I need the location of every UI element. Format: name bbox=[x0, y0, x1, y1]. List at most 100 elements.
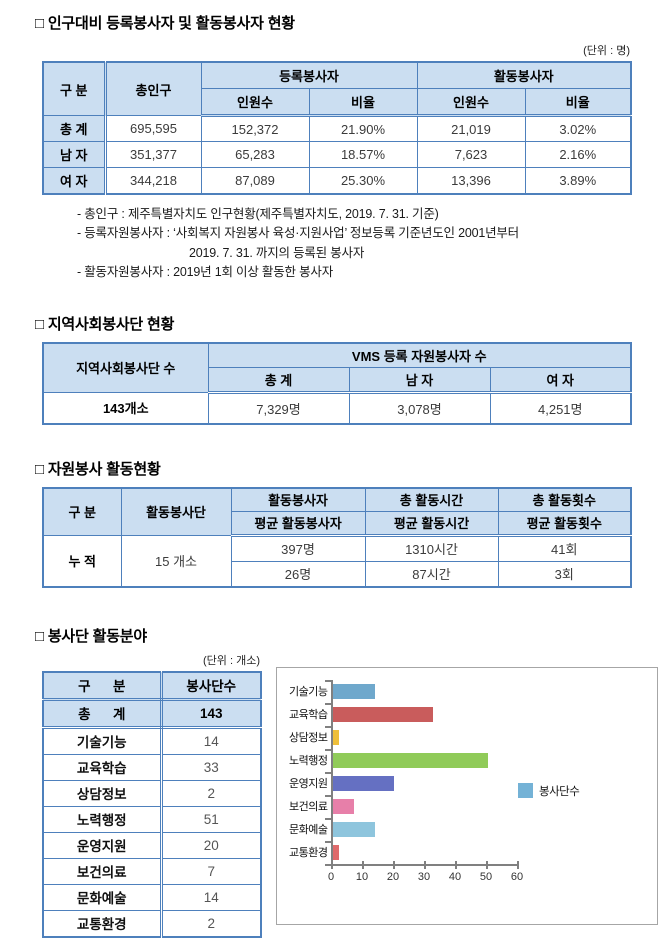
volunteer-field-bar-chart: 기술기능 교육학습 상담정보 노력행정 운영지원 bbox=[276, 666, 658, 925]
table-row: 운영지원 20 bbox=[42, 831, 262, 859]
section3-title: □ 자원봉사 활동현황 bbox=[35, 460, 161, 478]
category-label: 노력행정 bbox=[289, 755, 328, 767]
footnotes: - 총인구 : 제주특별자치도 인구현황(제주특별자치도, 2019. 7. 3… bbox=[77, 205, 630, 283]
row-label: 교통환경 bbox=[42, 909, 163, 937]
table-cell: 13,396 bbox=[416, 167, 526, 195]
chart-row: 교육학습 bbox=[289, 702, 515, 726]
row-label: 남 자 bbox=[42, 141, 107, 168]
note-line: 2019. 7. 31. 까지의 등록된 봉사자 bbox=[189, 245, 365, 260]
table-cell: 143 bbox=[160, 698, 262, 729]
legend-swatch bbox=[518, 783, 533, 798]
x-tick-label: 0 bbox=[327, 870, 335, 883]
chart-row: 운영지원 bbox=[289, 771, 515, 795]
column-header: 남 자 bbox=[348, 366, 491, 394]
chart-row: 기술기능 bbox=[289, 679, 515, 703]
column-group-header: 등록봉사자 bbox=[200, 61, 418, 89]
table-cell: 2.16% bbox=[524, 141, 632, 168]
table-row: 누 적 15 개소 397명 1310시간 41회 bbox=[42, 534, 632, 587]
bar bbox=[333, 821, 376, 837]
table-cell: 21.90% bbox=[308, 115, 418, 142]
chart-row: 보건의료 bbox=[289, 794, 515, 818]
category-label: 교육학습 bbox=[289, 709, 328, 721]
column-header: 여 자 bbox=[489, 366, 632, 394]
bar bbox=[333, 844, 340, 860]
chart-row: 교통환경 bbox=[289, 840, 515, 864]
table-cell: 4,251명 bbox=[489, 391, 632, 424]
table-cell: 1310시간 bbox=[364, 534, 499, 562]
table-cell: 15 개소 bbox=[120, 534, 232, 587]
section4-content: (단위 : 개소) 구 분 봉사단수 총 계 143 기술기능 14 교 bbox=[35, 646, 658, 938]
chart-row: 문화예술 bbox=[289, 817, 515, 841]
column-header: 인원수 bbox=[200, 88, 310, 117]
table-cell: 7,329명 bbox=[207, 391, 350, 424]
column-header: 봉사단수 bbox=[160, 671, 262, 701]
table-row: 총 계 695,595 152,372 21.90% 21,019 3.02% bbox=[42, 115, 632, 142]
table-row: 문화예술 14 bbox=[42, 883, 262, 911]
column-header: 지역사회봉사단 수 bbox=[42, 342, 209, 393]
bar bbox=[333, 775, 394, 791]
row-label: 노력행정 bbox=[42, 805, 163, 833]
x-tick-label: 20 bbox=[386, 870, 400, 883]
x-tick-label: 30 bbox=[417, 870, 431, 883]
column-header: 총 활동시간 bbox=[364, 487, 499, 512]
category-label: 운영지원 bbox=[289, 778, 328, 790]
table-cell: 14 bbox=[160, 726, 262, 755]
table-row: 여 자 344,218 87,089 25.30% 13,396 3.89% bbox=[42, 167, 632, 195]
column-header: 평균 활동시간 bbox=[364, 510, 499, 537]
table-cell: 14 bbox=[160, 883, 262, 911]
table-row: 교통환경 2 bbox=[42, 909, 262, 937]
section4-unit-label: (단위 : 개소) bbox=[203, 654, 260, 667]
bar bbox=[333, 706, 434, 722]
column-header: 총인구 bbox=[104, 61, 202, 116]
community-corps-table: 지역사회봉사단 수 VMS 등록 자원봉사자 수 총 계 남 자 여 자 143… bbox=[42, 341, 632, 425]
row-label: 여 자 bbox=[42, 167, 107, 195]
row-label: 기술기능 bbox=[42, 726, 163, 755]
bar bbox=[333, 729, 340, 745]
column-header: 비율 bbox=[308, 88, 418, 117]
table-cell: 143개소 bbox=[42, 391, 209, 424]
section4-title: □ 봉사단 활동분야 bbox=[35, 627, 147, 645]
note-line: - 활동자원봉사자 : 2019년 1회 이상 활동한 봉사자 bbox=[77, 265, 334, 280]
population-volunteer-table: 구 분 총인구 등록봉사자 활동봉사자 인원수 비율 인원수 비율 총 계 69… bbox=[42, 61, 632, 195]
category-label: 교통환경 bbox=[289, 847, 328, 859]
row-label: 교육학습 bbox=[42, 753, 163, 781]
table-cell: 344,218 bbox=[104, 167, 202, 195]
chart-row: 상담정보 bbox=[289, 725, 515, 749]
column-header: 활동봉사단 bbox=[120, 487, 232, 536]
activity-field-table: 구 분 봉사단수 총 계 143 기술기능 14 교육학습 33 상담정보 2 노력행… bbox=[42, 670, 262, 938]
category-label: 상담정보 bbox=[289, 732, 328, 744]
table-cell: 2 bbox=[160, 909, 262, 937]
column-header: 구 분 bbox=[42, 61, 107, 116]
x-axis bbox=[331, 860, 519, 869]
bar bbox=[333, 683, 376, 699]
chart-legend: 봉사단수 bbox=[518, 783, 580, 799]
table-cell: 7 bbox=[160, 857, 262, 885]
x-tick-label: 50 bbox=[479, 870, 493, 883]
table-cell: 33 bbox=[160, 753, 262, 781]
bar bbox=[333, 798, 355, 814]
table-row: 143개소 7,329명 3,078명 4,251명 bbox=[42, 391, 632, 424]
note-line: - 등록자원봉사자 : ‘사회복지 자원봉사 육성·지원사업’ 정보등록 기준년… bbox=[77, 226, 519, 241]
table-cell: 7,623 bbox=[416, 141, 526, 168]
column-header: 구 분 bbox=[42, 487, 122, 536]
table-cell: 2 bbox=[160, 779, 262, 807]
table-cell: 65,283 bbox=[200, 141, 310, 168]
table-row: 남 자 351,377 65,283 18.57% 7,623 2.16% bbox=[42, 141, 632, 168]
table-cell: 87시간 bbox=[364, 560, 499, 587]
table-row: 노력행정 51 bbox=[42, 805, 262, 833]
category-label: 문화예술 bbox=[289, 824, 328, 836]
table-cell: 3회 bbox=[497, 560, 632, 587]
table-cell: 25.30% bbox=[308, 167, 418, 195]
table-cell: 41회 bbox=[497, 534, 632, 562]
bar bbox=[333, 752, 488, 768]
table-cell: 397명 bbox=[230, 534, 366, 562]
table-cell: 3,078명 bbox=[348, 391, 491, 424]
table-cell: 21,019 bbox=[416, 115, 526, 142]
table-cell: 3.02% bbox=[524, 115, 632, 142]
table-row: 교육학습 33 bbox=[42, 753, 262, 781]
legend-label: 봉사단수 bbox=[539, 785, 580, 798]
x-tick-label: 40 bbox=[448, 870, 462, 883]
table-row: 상담정보 2 bbox=[42, 779, 262, 807]
row-label: 보건의료 bbox=[42, 857, 163, 885]
